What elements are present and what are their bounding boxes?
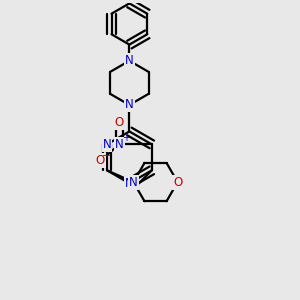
Text: O: O	[173, 176, 182, 189]
Text: N: N	[125, 98, 134, 111]
Text: +: +	[122, 133, 130, 143]
Text: O: O	[96, 154, 105, 167]
Text: N: N	[125, 54, 134, 67]
Text: N: N	[115, 138, 124, 151]
Text: N: N	[103, 138, 111, 151]
Text: −: −	[102, 151, 112, 161]
Text: N: N	[125, 177, 134, 190]
Text: N: N	[129, 176, 138, 189]
Text: O: O	[115, 116, 124, 129]
